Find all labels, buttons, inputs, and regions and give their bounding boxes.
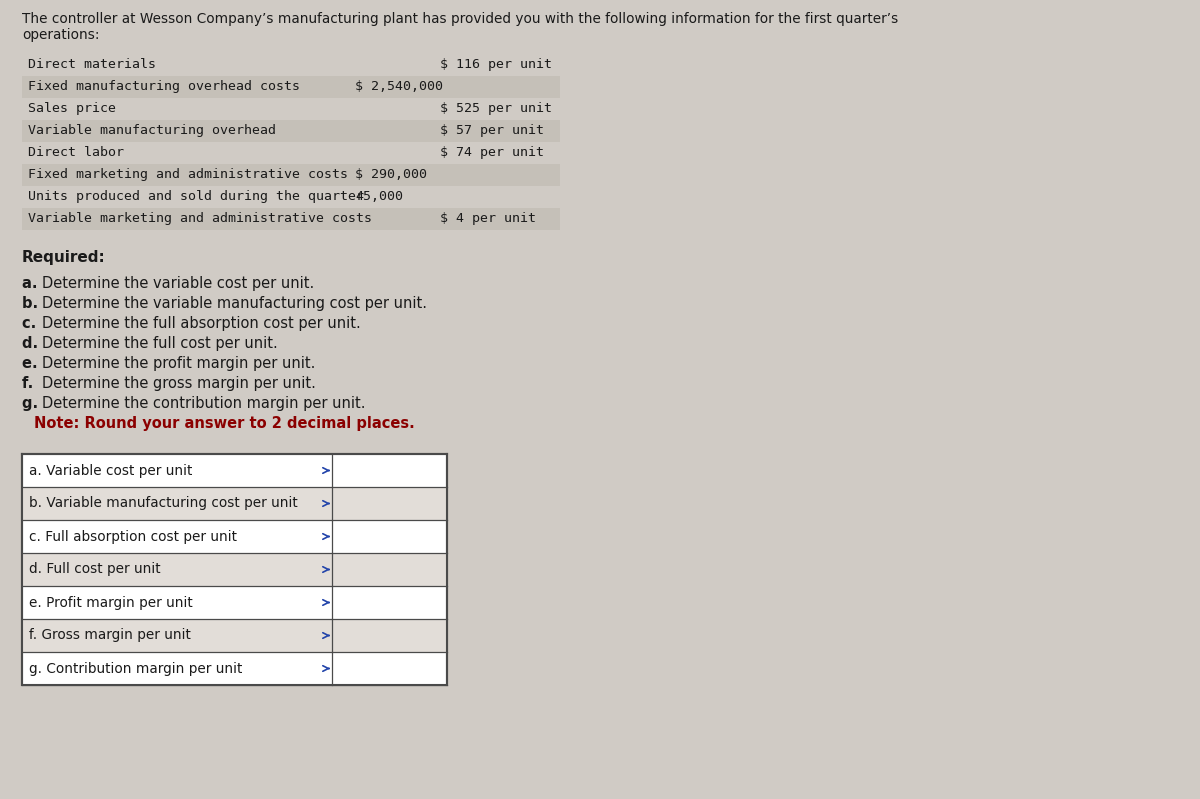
Text: The controller at Wesson Company’s manufacturing plant has provided you with the: The controller at Wesson Company’s manuf… [22,12,899,26]
Text: Note: Round your answer to 2 decimal places.: Note: Round your answer to 2 decimal pla… [34,416,415,431]
Bar [22,553,446,586]
Text: b. Variable manufacturing cost per unit: b. Variable manufacturing cost per unit [29,496,298,511]
Text: Determine the variable manufacturing cost per unit.: Determine the variable manufacturing cos… [42,296,426,311]
Bar [22,619,446,652]
Bar [22,208,560,230]
Text: f. Gross margin per unit: f. Gross margin per unit [29,629,191,642]
Text: $ 57 per unit: $ 57 per unit [440,124,544,137]
Text: Variable marketing and administrative costs: Variable marketing and administrative co… [28,212,372,225]
Text: a.: a. [22,276,43,291]
Text: $ 4 per unit: $ 4 per unit [440,212,536,225]
Bar [22,120,560,142]
Bar [22,164,560,186]
Text: $ 525 per unit: $ 525 per unit [440,102,552,115]
Text: Variable manufacturing overhead: Variable manufacturing overhead [28,124,276,137]
Text: Determine the variable cost per unit.: Determine the variable cost per unit. [42,276,313,291]
Text: c.: c. [22,316,41,331]
Text: g. Contribution margin per unit: g. Contribution margin per unit [29,662,242,675]
Text: Units produced and sold during the quarter: Units produced and sold during the quart… [28,190,364,203]
Text: Fixed manufacturing overhead costs: Fixed manufacturing overhead costs [28,80,300,93]
Text: b.: b. [22,296,43,311]
Bar [22,454,446,685]
Text: a. Variable cost per unit: a. Variable cost per unit [29,463,192,478]
Text: $ 2,540,000: $ 2,540,000 [355,80,443,93]
Text: $ 290,000: $ 290,000 [355,168,427,181]
Bar [22,487,446,520]
Text: e.: e. [22,356,43,371]
Text: d.: d. [22,336,43,351]
Text: e. Profit margin per unit: e. Profit margin per unit [29,595,193,610]
Bar [22,76,560,98]
Text: d. Full cost per unit: d. Full cost per unit [29,562,161,577]
Text: Determine the contribution margin per unit.: Determine the contribution margin per un… [42,396,365,411]
Text: Direct materials: Direct materials [28,58,156,71]
Text: operations:: operations: [22,28,100,42]
Text: Determine the full absorption cost per unit.: Determine the full absorption cost per u… [42,316,360,331]
Text: g.: g. [22,396,43,411]
Text: Determine the gross margin per unit.: Determine the gross margin per unit. [42,376,316,391]
Text: Determine the profit margin per unit.: Determine the profit margin per unit. [42,356,314,371]
Text: Fixed marketing and administrative costs: Fixed marketing and administrative costs [28,168,348,181]
Text: 45,000: 45,000 [355,190,403,203]
Text: c. Full absorption cost per unit: c. Full absorption cost per unit [29,530,238,543]
Text: Direct labor: Direct labor [28,146,124,159]
Text: Determine the full cost per unit.: Determine the full cost per unit. [42,336,277,351]
Text: $ 116 per unit: $ 116 per unit [440,58,552,71]
Text: Sales price: Sales price [28,102,116,115]
Text: f.: f. [22,376,38,391]
Text: $ 74 per unit: $ 74 per unit [440,146,544,159]
Text: Required:: Required: [22,250,106,265]
